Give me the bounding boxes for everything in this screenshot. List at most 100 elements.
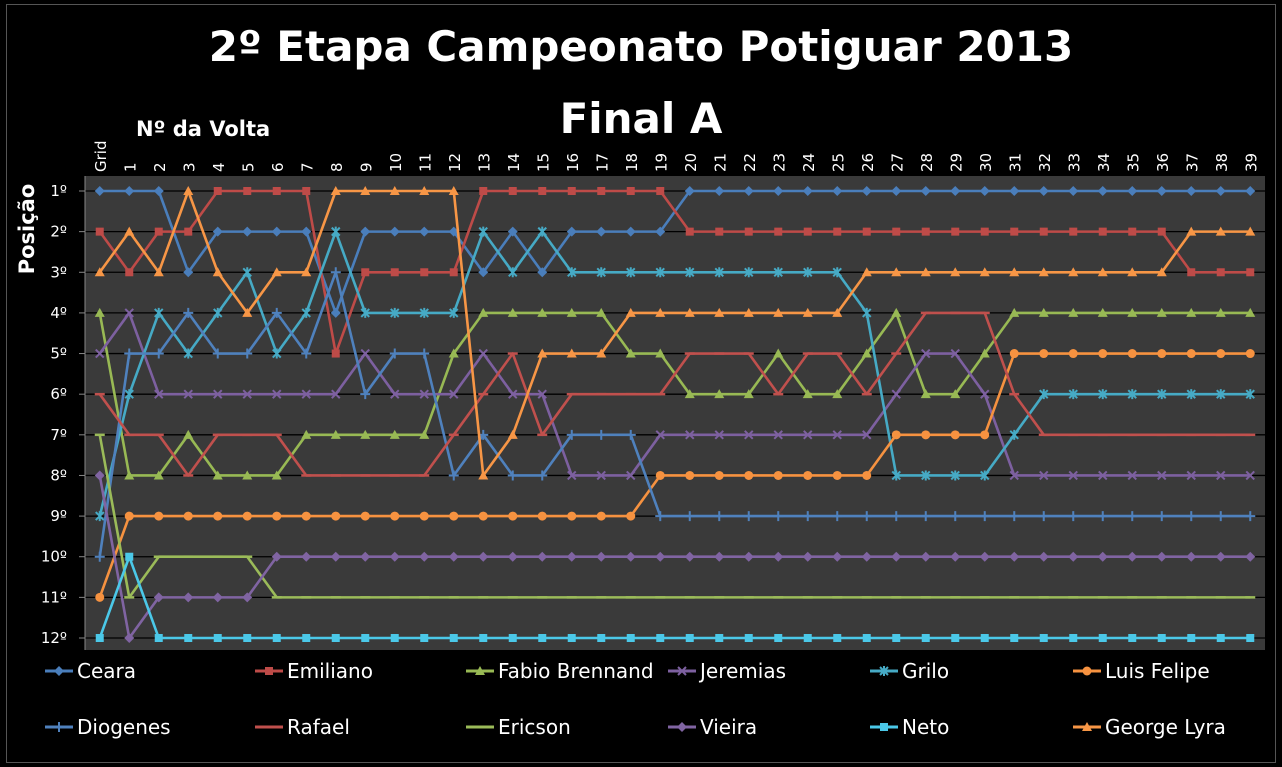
point-vieira-marker [153, 592, 164, 603]
y-tick-label: 11º [41, 588, 67, 606]
point-luis-felipe-marker [419, 511, 429, 521]
x-tick-label: 17 [593, 153, 611, 172]
point-vieira-marker [1097, 551, 1108, 562]
point-neto-marker [154, 634, 163, 642]
x-tick-label: 39 [1242, 153, 1260, 172]
point-ceara-marker [655, 226, 666, 237]
point-vieira-marker [891, 551, 902, 562]
point-vieira-marker [802, 551, 813, 562]
point-vieira-marker [360, 551, 371, 562]
point-grilo-marker [360, 307, 370, 318]
legend-item-grilo: Grilo [870, 659, 949, 683]
point-diogenes-marker [625, 429, 636, 440]
point-diogenes-marker [419, 348, 430, 359]
point-luis-felipe-marker [1127, 349, 1137, 359]
point-fabio-brennand-marker [271, 470, 282, 480]
point-neto-marker [774, 634, 783, 642]
plot-area [85, 176, 1265, 650]
point-emiliano-marker [95, 227, 104, 236]
point-george-lyra-marker [212, 267, 223, 277]
point-emiliano-marker [154, 227, 163, 236]
x-tick-label: 38 [1213, 153, 1231, 172]
point-luis-felipe-marker [1186, 349, 1196, 359]
point-luis-felipe-marker [1068, 349, 1078, 359]
legend-fabio-brennand-marker [475, 666, 485, 675]
legend-item-rafael: Rafael [255, 715, 350, 739]
y-tick-label: 3º [50, 263, 67, 281]
legend-swatch [870, 666, 898, 676]
point-emiliano-marker [243, 187, 252, 195]
point-vieira-marker [212, 592, 223, 603]
point-emiliano-marker [715, 227, 724, 236]
point-neto-marker [567, 634, 576, 642]
point-luis-felipe-marker [1009, 349, 1019, 359]
point-fabio-brennand-marker [1097, 307, 1108, 317]
legend-swatch [255, 667, 283, 675]
point-jeremias-marker [331, 389, 341, 399]
point-neto-marker [597, 634, 606, 642]
point-grilo-marker [331, 226, 341, 237]
point-fabio-brennand-marker [1127, 307, 1138, 317]
point-luis-felipe-marker [773, 470, 783, 480]
point-fabio-brennand-marker [389, 429, 400, 439]
point-jeremias-marker [626, 470, 636, 481]
legend-label: Diogenes [77, 715, 171, 739]
point-diogenes-marker [1068, 511, 1079, 522]
y-tick-label: 5º [50, 345, 67, 363]
point-emiliano-marker [685, 227, 694, 236]
point-jeremias-marker [154, 389, 164, 399]
x-tick-label: 19 [652, 153, 670, 172]
point-ceara-marker [802, 186, 813, 196]
point-ceara-marker [1156, 186, 1167, 196]
point-luis-felipe-marker [449, 511, 459, 521]
point-fabio-brennand-marker [920, 389, 931, 399]
point-fabio-brennand-marker [330, 429, 341, 439]
point-neto-marker [1098, 634, 1107, 642]
point-diogenes-marker [212, 348, 223, 359]
point-grilo-marker [1098, 389, 1108, 400]
series-neto [95, 552, 1255, 642]
series-vieira [94, 470, 1256, 643]
legend-item-diogenes: Diogenes [45, 715, 171, 739]
point-george-lyra-marker [1038, 267, 1049, 277]
y-tick-label: 2º [50, 223, 67, 241]
point-fabio-brennand-marker [743, 389, 754, 399]
point-emiliano-marker [1098, 227, 1107, 236]
point-vieira-marker [301, 551, 312, 562]
series-rafael [94, 311, 1256, 477]
point-diogenes-marker [684, 511, 695, 522]
point-emiliano-marker [390, 268, 399, 277]
point-grilo-marker [508, 267, 518, 278]
point-luis-felipe-marker [714, 470, 724, 480]
point-grilo-marker [213, 307, 223, 318]
legend-swatch [668, 722, 696, 732]
point-luis-felipe-marker [537, 511, 547, 521]
point-luis-felipe-marker [1245, 349, 1255, 359]
x-tick-label: 33 [1065, 153, 1083, 172]
point-fabio-brennand-marker [655, 348, 666, 358]
point-diogenes-marker [743, 511, 754, 522]
point-neto-marker [862, 634, 871, 642]
chart-title: 2º Etapa Campeonato Potiguar 2013 [208, 22, 1074, 71]
point-emiliano-marker [980, 227, 989, 236]
point-luis-felipe-marker [95, 592, 105, 602]
point-luis-felipe-marker [1157, 349, 1167, 359]
point-emiliano-marker [626, 187, 635, 195]
point-george-lyra-marker [301, 267, 312, 277]
point-ceara-marker [891, 186, 902, 196]
point-jeremias-marker [862, 430, 872, 440]
point-ceara-marker [773, 186, 784, 196]
point-vieira-marker [478, 551, 489, 562]
x-tick-label: 34 [1095, 153, 1113, 172]
point-luis-felipe-marker [803, 470, 813, 480]
point-diogenes-marker [861, 511, 872, 522]
point-diogenes-marker [802, 511, 813, 522]
x-tick-label: 15 [534, 153, 552, 172]
point-neto-marker [626, 634, 635, 642]
point-fabio-brennand-marker [566, 307, 577, 317]
point-emiliano-marker [479, 187, 488, 195]
point-grilo-marker [1068, 389, 1078, 400]
point-grilo-marker [1216, 389, 1226, 400]
y-tick-label: 1º [50, 182, 67, 200]
point-george-lyra-marker [1097, 267, 1108, 277]
